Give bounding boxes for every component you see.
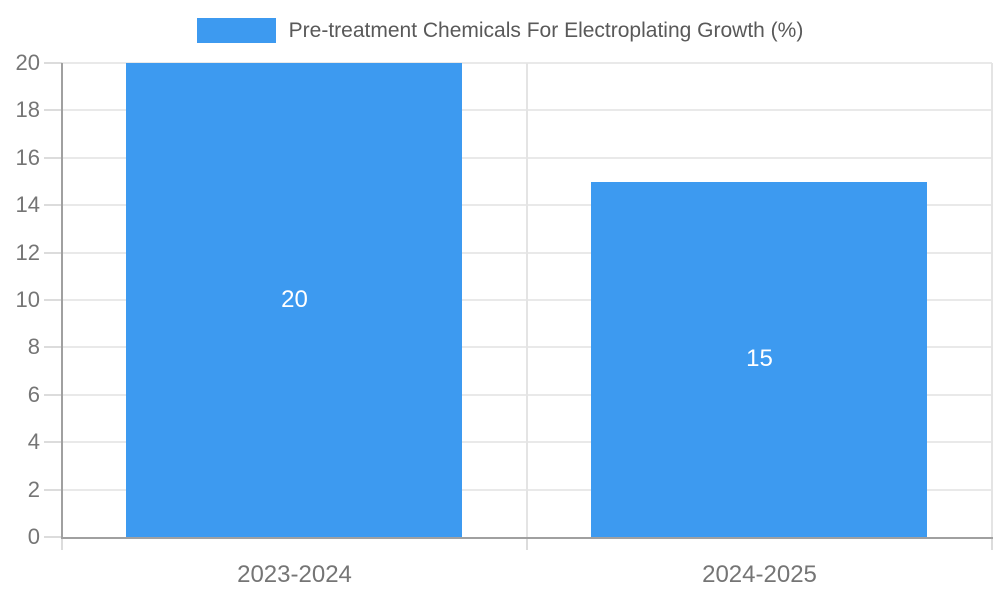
x-axis-category-label: 2023-2024 <box>237 561 352 588</box>
x-axis-category-label: 2024-2025 <box>702 561 817 588</box>
y-axis-tick-label: 4 <box>27 429 40 455</box>
y-axis-tick <box>44 441 62 444</box>
bar-value-label: 20 <box>281 286 308 313</box>
y-axis-tick <box>44 536 62 538</box>
y-axis-tick-label: 2 <box>27 476 40 502</box>
y-axis-tick <box>44 346 62 349</box>
bar-2024-2025[interactable]: 15 <box>591 181 928 537</box>
y-axis-tick <box>44 62 62 64</box>
chart-title: Pre-treatment Chemicals For Electroplati… <box>288 19 804 42</box>
y-axis-tick <box>44 109 62 112</box>
bar-value-label: 15 <box>746 345 773 373</box>
gridline-vertical <box>526 63 528 537</box>
bar-2023-2024[interactable]: 20 <box>126 63 463 537</box>
y-axis-tick <box>44 488 62 491</box>
y-axis-tick-label: 6 <box>27 381 40 407</box>
y-axis-tick-label: 18 <box>15 97 40 123</box>
y-axis-tick-label: 0 <box>27 524 40 549</box>
legend-swatch <box>196 18 276 43</box>
y-axis-tick-label: 16 <box>15 144 40 170</box>
chart-legend[interactable]: Pre-treatment Chemicals For Electroplati… <box>0 18 1000 43</box>
x-axis-line <box>61 537 993 539</box>
y-axis-tick-label: 12 <box>15 239 40 265</box>
y-axis-tick-label: 10 <box>15 287 40 312</box>
y-axis-tick <box>44 393 62 396</box>
x-axis-tick <box>991 537 993 550</box>
y-axis-tick-label: 8 <box>27 334 40 360</box>
y-axis-tick <box>44 204 62 207</box>
y-axis-line <box>61 63 63 539</box>
gridline-vertical <box>991 63 993 537</box>
y-axis-tick-label: 14 <box>15 192 40 218</box>
y-axis-tick <box>44 156 62 159</box>
x-axis-tick <box>61 537 63 550</box>
y-axis-tick <box>44 251 62 254</box>
y-axis-tick-label: 20 <box>15 50 40 75</box>
x-axis-tick <box>526 537 528 550</box>
y-axis-tick <box>44 299 62 301</box>
